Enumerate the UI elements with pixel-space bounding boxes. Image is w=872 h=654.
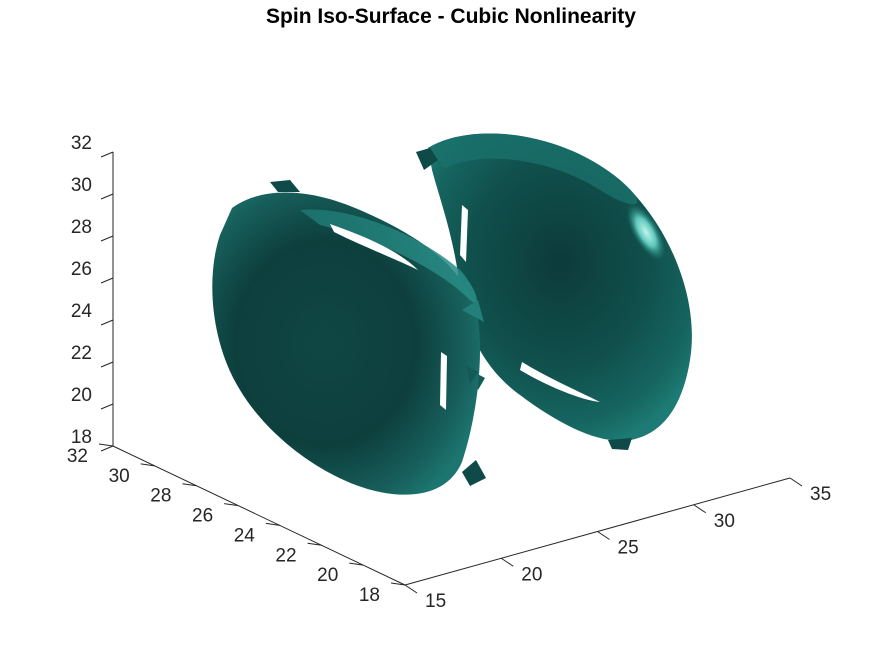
z-tick-label: 30 <box>71 175 92 196</box>
z-tick-label: 20 <box>71 385 92 406</box>
y-tick-label: 22 <box>275 545 296 566</box>
z-tick-label: 24 <box>71 301 93 322</box>
y-tick-label: 30 <box>109 466 130 487</box>
y-tick-label: 18 <box>359 585 380 606</box>
z-tick-label: 26 <box>71 259 92 280</box>
z-tick-mark <box>100 235 114 242</box>
x-tick-mark <box>404 584 418 594</box>
x-tick-mark <box>693 504 707 514</box>
z-tick-mark <box>100 403 114 410</box>
y-tick-mark <box>182 483 197 487</box>
chart-title: Spin Iso-Surface - Cubic Nonlinearity <box>266 5 636 28</box>
z-tick-label: 18 <box>71 427 92 448</box>
isosurface-lobe-right <box>416 133 692 450</box>
y-tick-label: 24 <box>234 525 256 546</box>
x-tick-label: 35 <box>810 484 831 505</box>
y-tick-mark <box>390 582 406 586</box>
z-ticks: 18 20 22 24 26 28 30 32 <box>71 133 114 452</box>
x-tick-mark <box>789 477 803 487</box>
y-tick-mark <box>98 443 114 447</box>
axes: 18 20 22 24 26 28 30 32 18 20 22 24 26 28 30 32 15 20 25… <box>67 133 831 612</box>
x-tick-label: 20 <box>521 564 542 585</box>
y-axis-line <box>112 445 406 586</box>
z-tick-mark <box>100 361 114 368</box>
y-tick-label: 28 <box>150 486 171 507</box>
z-tick-label: 28 <box>71 217 92 238</box>
y-tick-label: 20 <box>317 565 338 586</box>
z-tick-mark <box>100 319 114 326</box>
z-tick-mark <box>100 193 114 200</box>
y-tick-label: 32 <box>67 446 88 467</box>
x-ticks: 15 20 25 30 35 <box>404 477 831 612</box>
isosurface <box>212 133 692 495</box>
y-tick-mark <box>140 463 155 467</box>
x-tick-label: 25 <box>618 538 639 559</box>
z-tick-label: 32 <box>71 133 92 154</box>
y-tick-mark <box>349 562 364 566</box>
z-tick-mark <box>100 151 114 158</box>
y-tick-label: 26 <box>192 506 213 527</box>
z-tick-mark <box>100 445 114 452</box>
x-tick-mark <box>597 531 610 540</box>
isosurface-lobe-left <box>212 180 486 495</box>
y-tick-mark <box>224 503 239 507</box>
y-ticks: 18 20 22 24 26 28 30 32 <box>67 443 406 606</box>
y-tick-mark <box>265 522 280 526</box>
z-tick-label: 22 <box>71 343 92 364</box>
x-tick-mark <box>500 557 514 567</box>
x-tick-label: 15 <box>425 591 446 612</box>
z-tick-mark <box>100 277 114 284</box>
x-tick-label: 30 <box>714 511 735 532</box>
y-tick-mark <box>307 542 322 546</box>
